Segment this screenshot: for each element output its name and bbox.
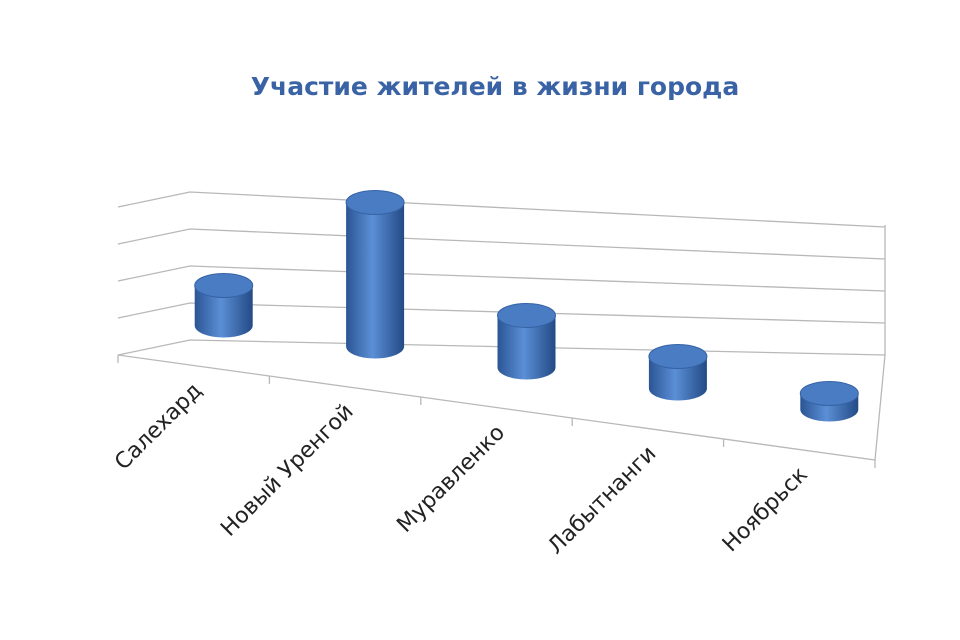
x-tick-label: Новый Уренгой [216,399,358,541]
x-tick-label: Ноябрьск [718,462,813,557]
grid-line [117,302,886,324]
bar [648,356,707,401]
bar-top [648,344,708,369]
x-tick-label: Муравленко [392,420,509,537]
grid-line [117,191,886,228]
x-tick-label: Салехард [110,378,207,475]
chart-title: Участие жителей в жизни города [251,72,739,101]
bar [194,285,253,338]
grid-line [117,265,886,292]
grid-line [117,228,886,260]
x-tick-label: Лабытнанги [543,441,661,559]
bar-top [345,190,405,215]
bar [346,202,405,359]
bar [497,315,556,380]
bar-top [799,381,859,406]
bar-top [194,273,254,298]
bar-top [497,303,556,328]
